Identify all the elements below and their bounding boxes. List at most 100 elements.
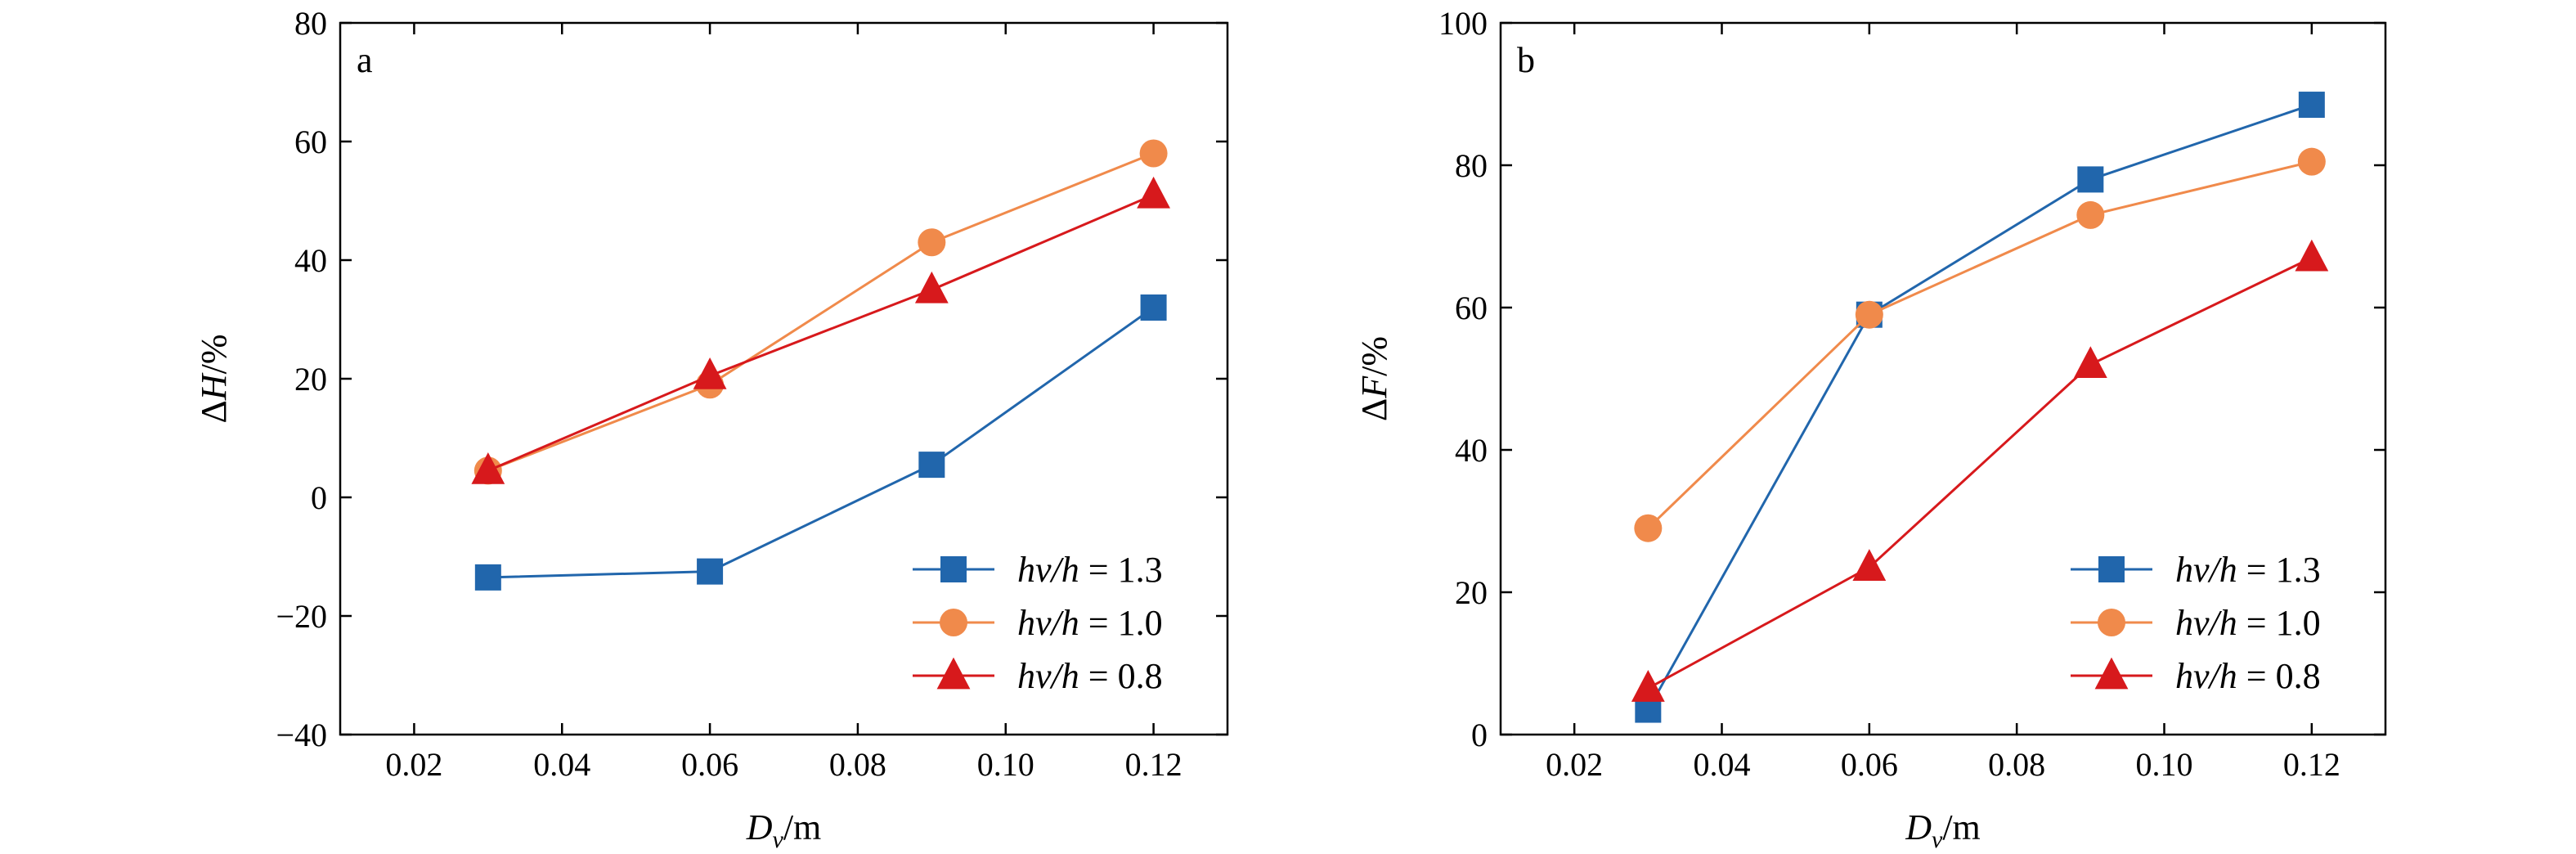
legend-label: hv/h = 1.3 [2175,550,2321,590]
y-tick-label: 40 [294,242,327,279]
x-axis-title-symbol: D [1905,807,1932,847]
y-axis-title: ΔH/% [194,335,234,424]
y-tick-label: 60 [294,124,327,160]
x-tick-label: 0.08 [1988,746,2045,783]
x-tick-label: 0.12 [2283,746,2340,783]
data-point-triangle [2073,346,2107,378]
legend-marker-circle [2098,609,2125,636]
y-tick-label: 40 [1455,432,1488,469]
y-tick-label: 20 [1455,574,1488,611]
legend-item: hv/h = 1.0 [2071,603,2321,643]
x-tick-label: 0.04 [1694,746,1751,783]
data-point-square [2298,92,2325,119]
legend-label-variable: hv/h [1017,656,1079,696]
legend-item: hv/h = 1.3 [2071,550,2321,590]
x-tick-label: 0.10 [2136,746,2193,783]
data-point-square [474,564,501,591]
x-tick-label: 0.02 [385,746,442,783]
series-line [487,306,1155,579]
panel-label: a [357,40,373,80]
series-triangle [471,176,1170,484]
series-line [487,152,1155,472]
legend-marker-triangle [936,657,971,690]
y-tick-label: 80 [294,5,327,42]
x-tick-label: 0.08 [829,746,886,783]
plot-frame [1499,21,2387,736]
x-tick-label: 0.10 [977,746,1034,783]
data-point-triangle [2295,239,2329,272]
y-tick-label: −40 [276,717,327,753]
x-tick-label: 0.04 [533,746,590,783]
data-point-triangle [471,452,505,484]
data-point-square [1140,294,1167,321]
x-axis-title-unit: /m [1942,807,1980,847]
legend-label-value: = 1.0 [1079,603,1163,643]
legend-label-value: = 1.3 [1079,550,1163,590]
legend: hv/h = 1.3hv/h = 1.0hv/h = 0.8 [913,550,1163,696]
legend-label-variable: hv/h [2175,656,2237,696]
series-triangle [1631,239,2329,702]
data-point-circle [918,228,946,257]
legend-item: hv/h = 1.0 [913,603,1163,643]
x-axis-title-symbol: D [746,807,773,847]
legend-label: hv/h = 0.8 [1017,656,1163,696]
legend-label: hv/h = 1.0 [2175,603,2321,643]
x-axis-title-subscript: v [1932,826,1943,853]
y-tick-label: 20 [294,361,327,398]
legend-label-variable: hv/h [1017,603,1079,643]
legend-item: hv/h = 0.8 [2071,656,2321,696]
series-square [474,294,1167,591]
data-point-square [918,452,945,479]
x-axis-title: Dv/m [1905,807,1981,853]
series-line [1647,160,2313,529]
legend: hv/h = 1.3hv/h = 1.0hv/h = 0.8 [2071,550,2321,696]
x-axis-title-unit: /m [783,807,821,847]
legend-label-variable: hv/h [2175,550,2237,590]
y-axis-title-unit: /% [1354,336,1394,376]
legend-marker-square [940,556,967,582]
y-axis-title-delta: Δ [194,400,234,423]
legend-marker-circle [940,609,967,636]
y-axis-title-symbol: F [1354,375,1394,399]
chart-panel-b: 0.02 0.04 0.06 0.08 0.10 0.12020406080100bDv/… [1354,5,2387,853]
data-point-circle [1139,139,1168,168]
series-line [487,193,1155,472]
legend-label-value: = 1.3 [2237,550,2321,590]
legend-item: hv/h = 0.8 [913,656,1163,696]
data-point-square [2077,166,2104,193]
legend-item: hv/h = 1.3 [913,550,1163,590]
panel-label: b [1517,40,1535,80]
y-tick-label: 100 [1438,5,1488,42]
data-point-square [697,558,724,585]
y-axis-title-unit: /% [194,335,234,375]
data-point-triangle [1631,670,1665,702]
x-axis-title-subscript: v [773,826,784,853]
series-line [1647,103,2313,711]
data-point-triangle [1137,176,1170,209]
y-tick-label: 0 [1471,717,1488,753]
x-axis-title: Dv/m [746,807,822,853]
y-tick-label: −20 [276,598,327,635]
x-tick-label: 0.06 [1841,746,1898,783]
y-tick-label: 0 [311,479,327,516]
data-point-circle [1855,300,1883,329]
legend-label-value: = 1.0 [2237,603,2321,643]
legend-label-value: = 0.8 [2237,656,2321,696]
y-axis-title-symbol: H [194,372,234,401]
y-axis-title: ΔF/% [1354,336,1394,421]
series-circle [1634,147,2326,542]
data-point-triangle [1852,549,1887,581]
y-axis-title-delta: Δ [1354,398,1394,421]
chart-panel-a: 0.02 0.04 0.06 0.08 0.10 0.12 −40 −20 0 20 40 60 80 a… [194,5,1229,853]
legend-label-value: = 0.8 [1079,656,1163,696]
legend-label: hv/h = 0.8 [2175,656,2321,696]
series-line [1647,256,2313,690]
x-tick-label: 0.06 [681,746,738,783]
legend-marker-square [2098,556,2125,582]
y-tick-label: 80 [1455,147,1488,184]
data-point-triangle [693,357,727,389]
legend-marker-triangle [2094,657,2129,690]
x-tick-label: 0.12 [1125,746,1183,783]
legend-label-variable: hv/h [2175,603,2237,643]
